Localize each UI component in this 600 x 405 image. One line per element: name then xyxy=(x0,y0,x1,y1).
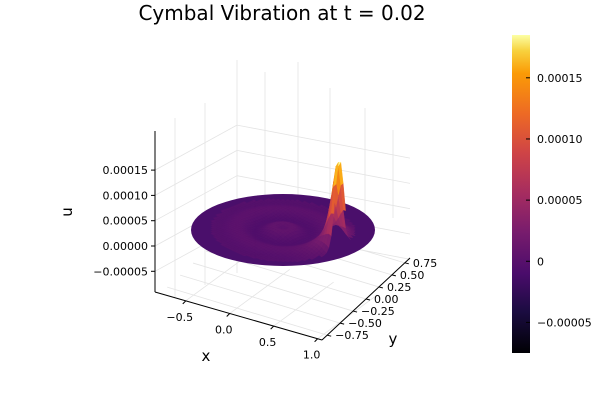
x-tick-mark xyxy=(227,313,230,316)
z-grid-line xyxy=(237,125,410,158)
x-tick-label: 1.0 xyxy=(303,349,321,362)
y-tick-label: −0.75 xyxy=(335,329,369,342)
x-grid-line xyxy=(230,269,290,313)
colorbar: −0.00005 0 0.00005 0.00010 0.00015 xyxy=(512,35,592,353)
z-tick-label: 0.00000 xyxy=(103,240,149,253)
colorbar-gradient xyxy=(512,35,530,353)
z-tick-label: 0.00015 xyxy=(103,164,149,177)
colorbar-tick-label: 0.00010 xyxy=(537,133,583,146)
y-grid-line xyxy=(180,275,340,323)
z-tick-label: 0.00010 xyxy=(103,189,149,202)
y-tick-mark xyxy=(327,335,331,336)
x-grid-line xyxy=(274,282,334,326)
y-tick-label: 0.75 xyxy=(413,257,438,270)
x-tick-mark xyxy=(183,301,186,304)
colorbar-tick-label: 0 xyxy=(537,255,544,268)
x-tick-label: 0.5 xyxy=(259,336,277,349)
z-tick-label: −0.00005 xyxy=(93,265,148,278)
y-grid-line xyxy=(193,263,353,311)
y-tick-label: 0.00 xyxy=(374,293,399,306)
colorbar-ticks: −0.00005 0 0.00005 0.00010 0.00015 xyxy=(526,72,592,330)
colorbar-tick-label: −0.00005 xyxy=(537,316,592,329)
chart-title: Cymbal Vibration at t = 0.02 xyxy=(138,1,425,25)
y-tick-label: −0.25 xyxy=(361,305,395,318)
y-tick-label: 0.50 xyxy=(400,269,425,282)
z-grid-line xyxy=(237,150,410,183)
y-tick-mark xyxy=(392,275,396,276)
colorbar-tick-label: 0.00015 xyxy=(537,72,583,85)
z-axis-label: u xyxy=(58,207,76,217)
x-tick-mark xyxy=(271,326,274,329)
colorbar-tick-label: 0.00005 xyxy=(537,194,583,207)
z-grid-line xyxy=(155,125,237,170)
z-tick-label: 0.00005 xyxy=(103,215,149,228)
y-tick-label: −0.50 xyxy=(348,317,382,330)
y-tick-mark xyxy=(405,263,409,264)
y-tick-mark xyxy=(340,323,344,324)
x-tick-label: −0.5 xyxy=(166,311,193,324)
x-tick-mark xyxy=(315,339,318,342)
x-axis-label: x xyxy=(202,347,211,365)
x-tick-label: 0.0 xyxy=(215,323,233,336)
y-axis-label: y xyxy=(389,330,398,348)
y-tick-mark xyxy=(366,299,370,300)
surface xyxy=(191,162,375,266)
y-tick-label: 0.25 xyxy=(387,281,412,294)
y-tick-mark xyxy=(379,287,383,288)
z-grid-line xyxy=(155,150,237,195)
